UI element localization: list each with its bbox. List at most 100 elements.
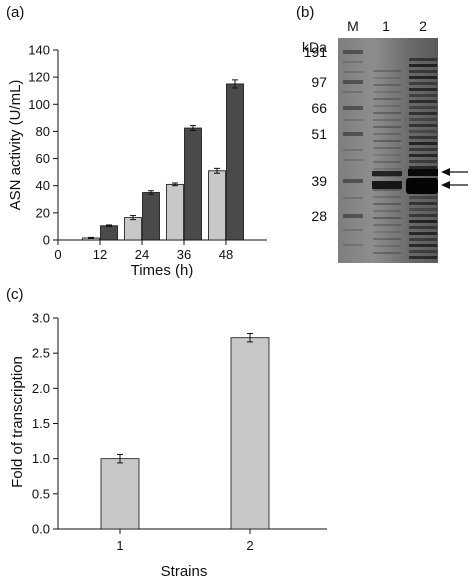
panel-b-letter: (b) xyxy=(296,4,314,21)
chart-a-ytick-label: 60 xyxy=(36,151,50,166)
chart-a-ytick-label: 20 xyxy=(36,205,50,220)
chart-c-bar xyxy=(230,337,270,530)
chart-a-xtick-label: 0 xyxy=(54,247,61,262)
gel-lane2-band xyxy=(409,58,437,61)
chart-a-ytick-label: 140 xyxy=(28,43,50,58)
gel-marker-band xyxy=(343,197,363,199)
chart-c-ytick-label: 2.0 xyxy=(32,381,50,396)
gel-lane2-band xyxy=(409,88,437,91)
gel-lane2-band xyxy=(409,130,437,133)
chart-a-xtick-label: 48 xyxy=(219,247,233,262)
gel-marker-band xyxy=(343,71,363,73)
gel-lane1-band xyxy=(373,224,401,226)
gel-marker-band xyxy=(343,132,363,136)
chart-c-ylabel: Fold of transcription xyxy=(9,356,26,488)
gel-marker-label: 66 xyxy=(311,100,327,116)
chart-a-bar-series2 xyxy=(142,192,160,241)
gel-lane2-target-band xyxy=(408,169,438,176)
band-arrow-upper xyxy=(441,168,468,176)
gel-marker-band xyxy=(343,119,363,121)
chart-a-bar-series2 xyxy=(184,127,202,241)
chart-a-error-bar xyxy=(232,79,238,89)
gel-lane1-band xyxy=(373,168,401,170)
gel-marker-band xyxy=(343,80,363,84)
panel-a-letter: (a) xyxy=(6,4,24,21)
gel-lane2-band xyxy=(409,70,437,73)
gel-marker-band xyxy=(343,106,363,110)
gel-lane1-band xyxy=(373,252,401,254)
gel-lane1-band xyxy=(373,133,401,135)
gel-lane-label: 2 xyxy=(419,18,427,34)
chart-a-bar-series1 xyxy=(208,170,226,241)
gel-lane2-band xyxy=(409,94,437,97)
gel-lane1-band xyxy=(373,77,401,79)
gel-lane1-band xyxy=(373,119,401,121)
gel-lane2-band xyxy=(409,148,437,151)
gel-lane1-target-band xyxy=(372,181,402,189)
gel-marker-band xyxy=(343,179,363,183)
gel-marker-label: 39 xyxy=(311,173,327,189)
gel-lane1-band xyxy=(373,140,401,142)
gel-lane2-band xyxy=(409,226,437,229)
gel-lane2-band xyxy=(409,154,437,157)
gel-lane-label: M xyxy=(347,18,359,34)
gel-marker-band xyxy=(343,214,363,218)
gel-lane2-band xyxy=(409,106,437,109)
chart-c-bar xyxy=(100,458,140,530)
gel-lane1-band xyxy=(373,126,401,128)
chart-a-ytick-label: 120 xyxy=(28,70,50,85)
gel-lane1-band xyxy=(373,210,401,212)
gel-marker-band xyxy=(343,61,363,63)
gel-lane2-band xyxy=(409,76,437,79)
panel-c-letter: (c) xyxy=(6,286,24,303)
gel-marker-band xyxy=(343,159,363,161)
chart-a-xtick-label: 12 xyxy=(93,247,107,262)
gel-lane1-band xyxy=(373,105,401,107)
gel-lane1-band xyxy=(373,84,401,86)
gel-marker-band xyxy=(343,149,363,151)
chart-c-xtick-label: 1 xyxy=(116,538,123,553)
gel-lane2-band xyxy=(409,256,437,259)
gel-panel: kDa M 1 2 191 97 66 51 39 28 xyxy=(302,18,468,263)
chart-c: 0.0 0.5 1.0 1.5 2.0 2.5 3.0 1 2 Strains Fold of… xyxy=(9,311,327,579)
chart-a: 0 20 40 60 80 100 120 140 0 12 24 36 48 Times (h) A… xyxy=(7,43,267,279)
gel-lane2-band xyxy=(409,160,437,163)
chart-c-ytick-label: 0.5 xyxy=(32,486,50,501)
chart-c-error-bar xyxy=(117,453,123,464)
gel-lane1-band xyxy=(373,112,401,114)
chart-a-bar-series2 xyxy=(226,83,244,241)
chart-a-bar-series1 xyxy=(166,183,184,241)
gel-lane2-band xyxy=(409,112,437,115)
chart-c-ytick-label: 1.0 xyxy=(32,451,50,466)
gel-marker-band xyxy=(343,50,363,54)
chart-c-ytick-label: 2.5 xyxy=(32,346,50,361)
gel-lane2-band xyxy=(409,166,437,169)
gel-marker-band xyxy=(343,229,363,231)
gel-lane1-band xyxy=(373,231,401,233)
gel-lane2-band xyxy=(409,136,437,139)
gel-lane2-band xyxy=(409,100,437,103)
chart-a-error-bar xyxy=(130,215,136,221)
gel-lane1-band xyxy=(373,98,401,100)
gel-lane1-band xyxy=(373,161,401,163)
chart-a-xlabel: Times (h) xyxy=(131,262,194,279)
chart-a-bar-series1 xyxy=(124,217,142,241)
chart-a-xtick-label: 36 xyxy=(177,247,191,262)
gel-lane2-band xyxy=(409,202,437,205)
gel-lane2-target-band xyxy=(406,178,438,194)
gel-marker-band xyxy=(343,91,363,93)
gel-lane2-band xyxy=(409,208,437,211)
chart-c-error-bar xyxy=(247,332,253,343)
gel-lane1-target-band xyxy=(372,171,402,176)
chart-a-error-bar xyxy=(172,182,178,187)
gel-lane2-band xyxy=(409,220,437,223)
gel-kda-label: kDa xyxy=(302,39,327,55)
gel-lane2-band xyxy=(409,142,437,145)
gel-lane1-band xyxy=(373,245,401,247)
gel-lane1-band xyxy=(373,203,401,205)
gel-lane1-band xyxy=(373,70,401,72)
gel-lane2-band xyxy=(409,196,437,199)
gel-lane-label: 1 xyxy=(382,18,390,34)
gel-lane1-band xyxy=(373,238,401,240)
